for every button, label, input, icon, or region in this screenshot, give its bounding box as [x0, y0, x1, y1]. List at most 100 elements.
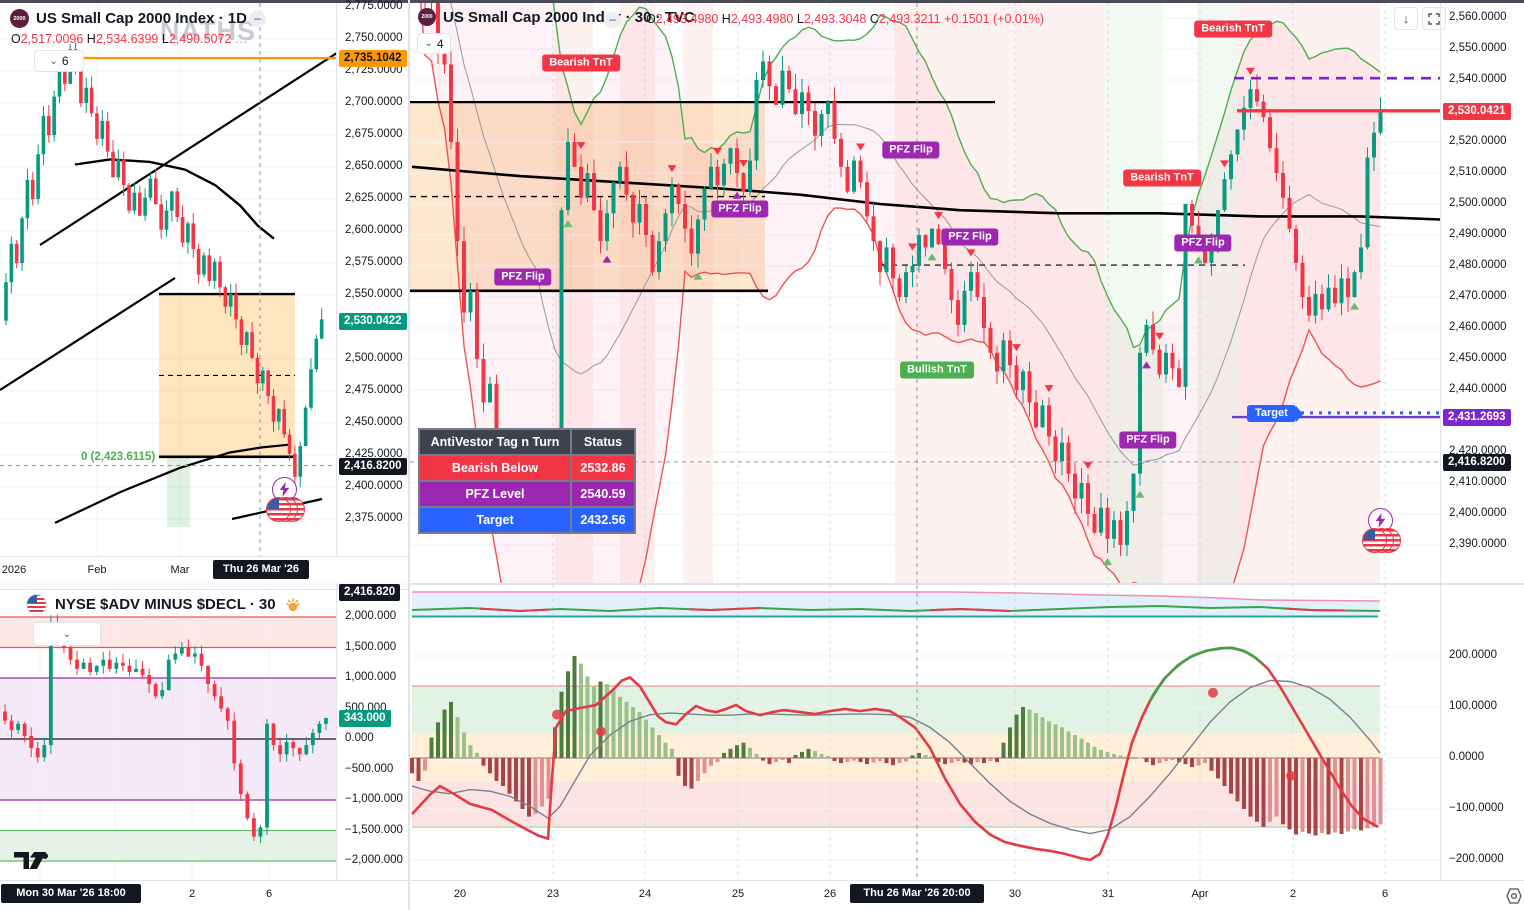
price-tick: 2,675.0000: [345, 128, 403, 141]
value-tick: −1,000.000: [345, 793, 403, 805]
left-bottom-time-axis[interactable]: 2 6 Mon 30 Mar '26 18:00: [0, 880, 410, 910]
l2-symbol-title[interactable]: NYSE $ADV MINUS $DECL · 30: [55, 596, 276, 613]
time-tick: 6: [1381, 888, 1389, 900]
signal-up-triangle: [563, 220, 573, 228]
oscillator-canvas[interactable]: [410, 585, 1440, 880]
pfz-flip-label[interactable]: PFZ Flip: [941, 228, 999, 246]
time-tick: Mar: [170, 564, 190, 576]
price-tag: 2,431.2693: [1443, 409, 1511, 427]
pfz-flip-label[interactable]: PFZ Flip: [882, 141, 940, 159]
price-tick: 2,450.0000: [1449, 351, 1507, 364]
signal-down-triangle: [966, 249, 976, 257]
signal-down-triangle: [576, 142, 586, 150]
value-tick: 0.0000: [1449, 751, 1485, 763]
signal-up-triangle: [927, 253, 937, 261]
pfz-flip-label[interactable]: PFZ Flip: [711, 200, 769, 218]
l2-price-axis[interactable]: 2,000.000 1,500.000 1,000.000 500.000 0.000−…: [336, 583, 410, 880]
time-tick: Apr: [1191, 888, 1209, 900]
value-tick: −200.0000: [1449, 853, 1504, 865]
r2-value-axis[interactable]: 200.0000 100.0000 0.0000 −100.0000 −200.0000: [1440, 585, 1524, 880]
value-tag: 343.000: [339, 710, 391, 728]
table-row-label: Bearish Below: [420, 456, 570, 480]
price-tick: 2,540.0000: [1449, 72, 1507, 85]
table-row-label: Target: [420, 508, 570, 532]
signal-up-triangle: [602, 255, 612, 263]
target-price-tag[interactable]: Target: [1247, 405, 1296, 422]
r1-collapse-pill[interactable]: –: [604, 12, 621, 28]
price-tag: 2,530.0422: [339, 312, 407, 330]
value-tick: −2,000.000: [345, 854, 403, 866]
bearish-tnt-label[interactable]: Bearish TnT: [1123, 169, 1201, 187]
r1-indicator-count-dropdown[interactable]: ⌄ 4: [417, 33, 451, 54]
price-tick: 2,775.0000: [345, 0, 403, 13]
l1-price-axis[interactable]: 2,775.0000 2,750.0000 2,725.0000 2,700.0000…: [336, 0, 410, 556]
price-tag: 2,735.1042: [339, 50, 407, 68]
price-tick: 2,725.0000: [345, 64, 403, 77]
pfz-flip-label[interactable]: PFZ Flip: [1174, 234, 1232, 252]
price-tick: 2,510.0000: [1449, 165, 1507, 178]
l1-time-axis[interactable]: 2026 Feb Mar Thu 26 Mar '26: [0, 556, 410, 583]
left-pane-divider[interactable]: [0, 583, 410, 590]
right-pane-divider[interactable]: [410, 583, 1524, 585]
symbol-logo: 2000: [418, 8, 436, 26]
price-tick: 2,490.0000: [1449, 227, 1507, 240]
us-flag-icon: [26, 594, 47, 615]
signal-down-triangle: [713, 147, 722, 155]
r1-price-axis[interactable]: 2,560.0000 2,550.0000 2,540.0000 2,520.0000…: [1440, 3, 1524, 583]
time-tick: 23: [546, 888, 560, 900]
signal-up-triangle: [1194, 256, 1203, 264]
signal-up-triangle: [1350, 302, 1359, 310]
crosshair-price-tag: 2,416.820: [339, 584, 401, 601]
l2-collapse-dropdown[interactable]: ⌄: [33, 622, 101, 646]
timezone-settings-icon[interactable]: [1505, 887, 1523, 905]
flag-canton: [1363, 529, 1375, 540]
crosshair-time-label: Thu 26 Mar '26 20:00: [850, 884, 984, 903]
l1-collapse-pill[interactable]: –: [249, 11, 266, 27]
price-tick: 2,475.0000: [345, 384, 403, 397]
bullish-tnt-label[interactable]: Bullish TnT: [900, 361, 974, 379]
right-time-axis[interactable]: 20 23 24 25 26 30 31 Apr 2 6 Thu 26 Mar '26 20:00: [410, 880, 1524, 910]
tradingview-logo[interactable]: [14, 852, 54, 874]
value-tick: 0.000: [345, 732, 374, 744]
price-tick: 2,500.0000: [345, 352, 403, 365]
daily-chart-canvas[interactable]: [0, 3, 336, 556]
price-tick: 2,575.0000: [345, 256, 403, 269]
pfz-flip-label[interactable]: PFZ Flip: [494, 268, 552, 286]
signal-up-triangle: [1142, 361, 1151, 369]
economic-event-flag-icon[interactable]: [266, 497, 291, 522]
l1-symbol-title[interactable]: US Small Cap 2000 Index · 1D: [36, 10, 247, 27]
price-tick: 2,550.0000: [1449, 41, 1507, 54]
price-tick: 2,375.0000: [345, 512, 403, 525]
table-row-value: 2540.59: [572, 482, 634, 506]
economic-event-flag-icon[interactable]: [1362, 528, 1387, 553]
time-tick: 24: [638, 888, 652, 900]
time-tick: 20: [453, 888, 467, 900]
table-row-value: 2432.56: [572, 508, 634, 532]
chevron-down-icon: ⌄: [49, 55, 58, 67]
signal-down-triangle: [667, 165, 677, 173]
window-top-strip: [0, 0, 1524, 3]
bearish-tnt-label[interactable]: Bearish TnT: [1194, 20, 1272, 38]
bearish-tnt-label[interactable]: Bearish TnT: [542, 54, 620, 72]
signal-down-triangle: [739, 159, 748, 167]
price-tick: 2,700.0000: [345, 96, 403, 109]
time-tick: 30: [1008, 888, 1022, 900]
scroll-to-recent-button[interactable]: ↓: [1394, 7, 1418, 30]
r1-ohlc-row: O2,493.4980 H2,493.4980 L2,493.3048 C2,4…: [646, 12, 1045, 26]
l1-indicator-count-dropdown[interactable]: ⌄ 6: [34, 50, 84, 72]
time-tick: 25: [731, 888, 745, 900]
flag-canton: [267, 498, 279, 509]
time-tick: Feb: [87, 564, 107, 576]
price-tick: 2,400.0000: [1449, 506, 1507, 519]
signal-up-triangle: [693, 272, 703, 280]
price-tick: 2,625.0000: [345, 192, 403, 205]
crosshair-time-label: Mon 30 Mar '26 18:00: [1, 884, 141, 903]
time-tick: 26: [823, 888, 837, 900]
price-tick: 2,390.0000: [1449, 537, 1507, 550]
pfz-flip-label[interactable]: PFZ Flip: [1119, 431, 1177, 449]
value-tick: 2,000.000: [345, 610, 397, 622]
r1-symbol-title[interactable]: US Small Cap 2000 Index · 30 · TVC: [443, 8, 695, 26]
column-splitter[interactable]: [408, 0, 410, 910]
signal-up-triangle: [732, 191, 742, 199]
